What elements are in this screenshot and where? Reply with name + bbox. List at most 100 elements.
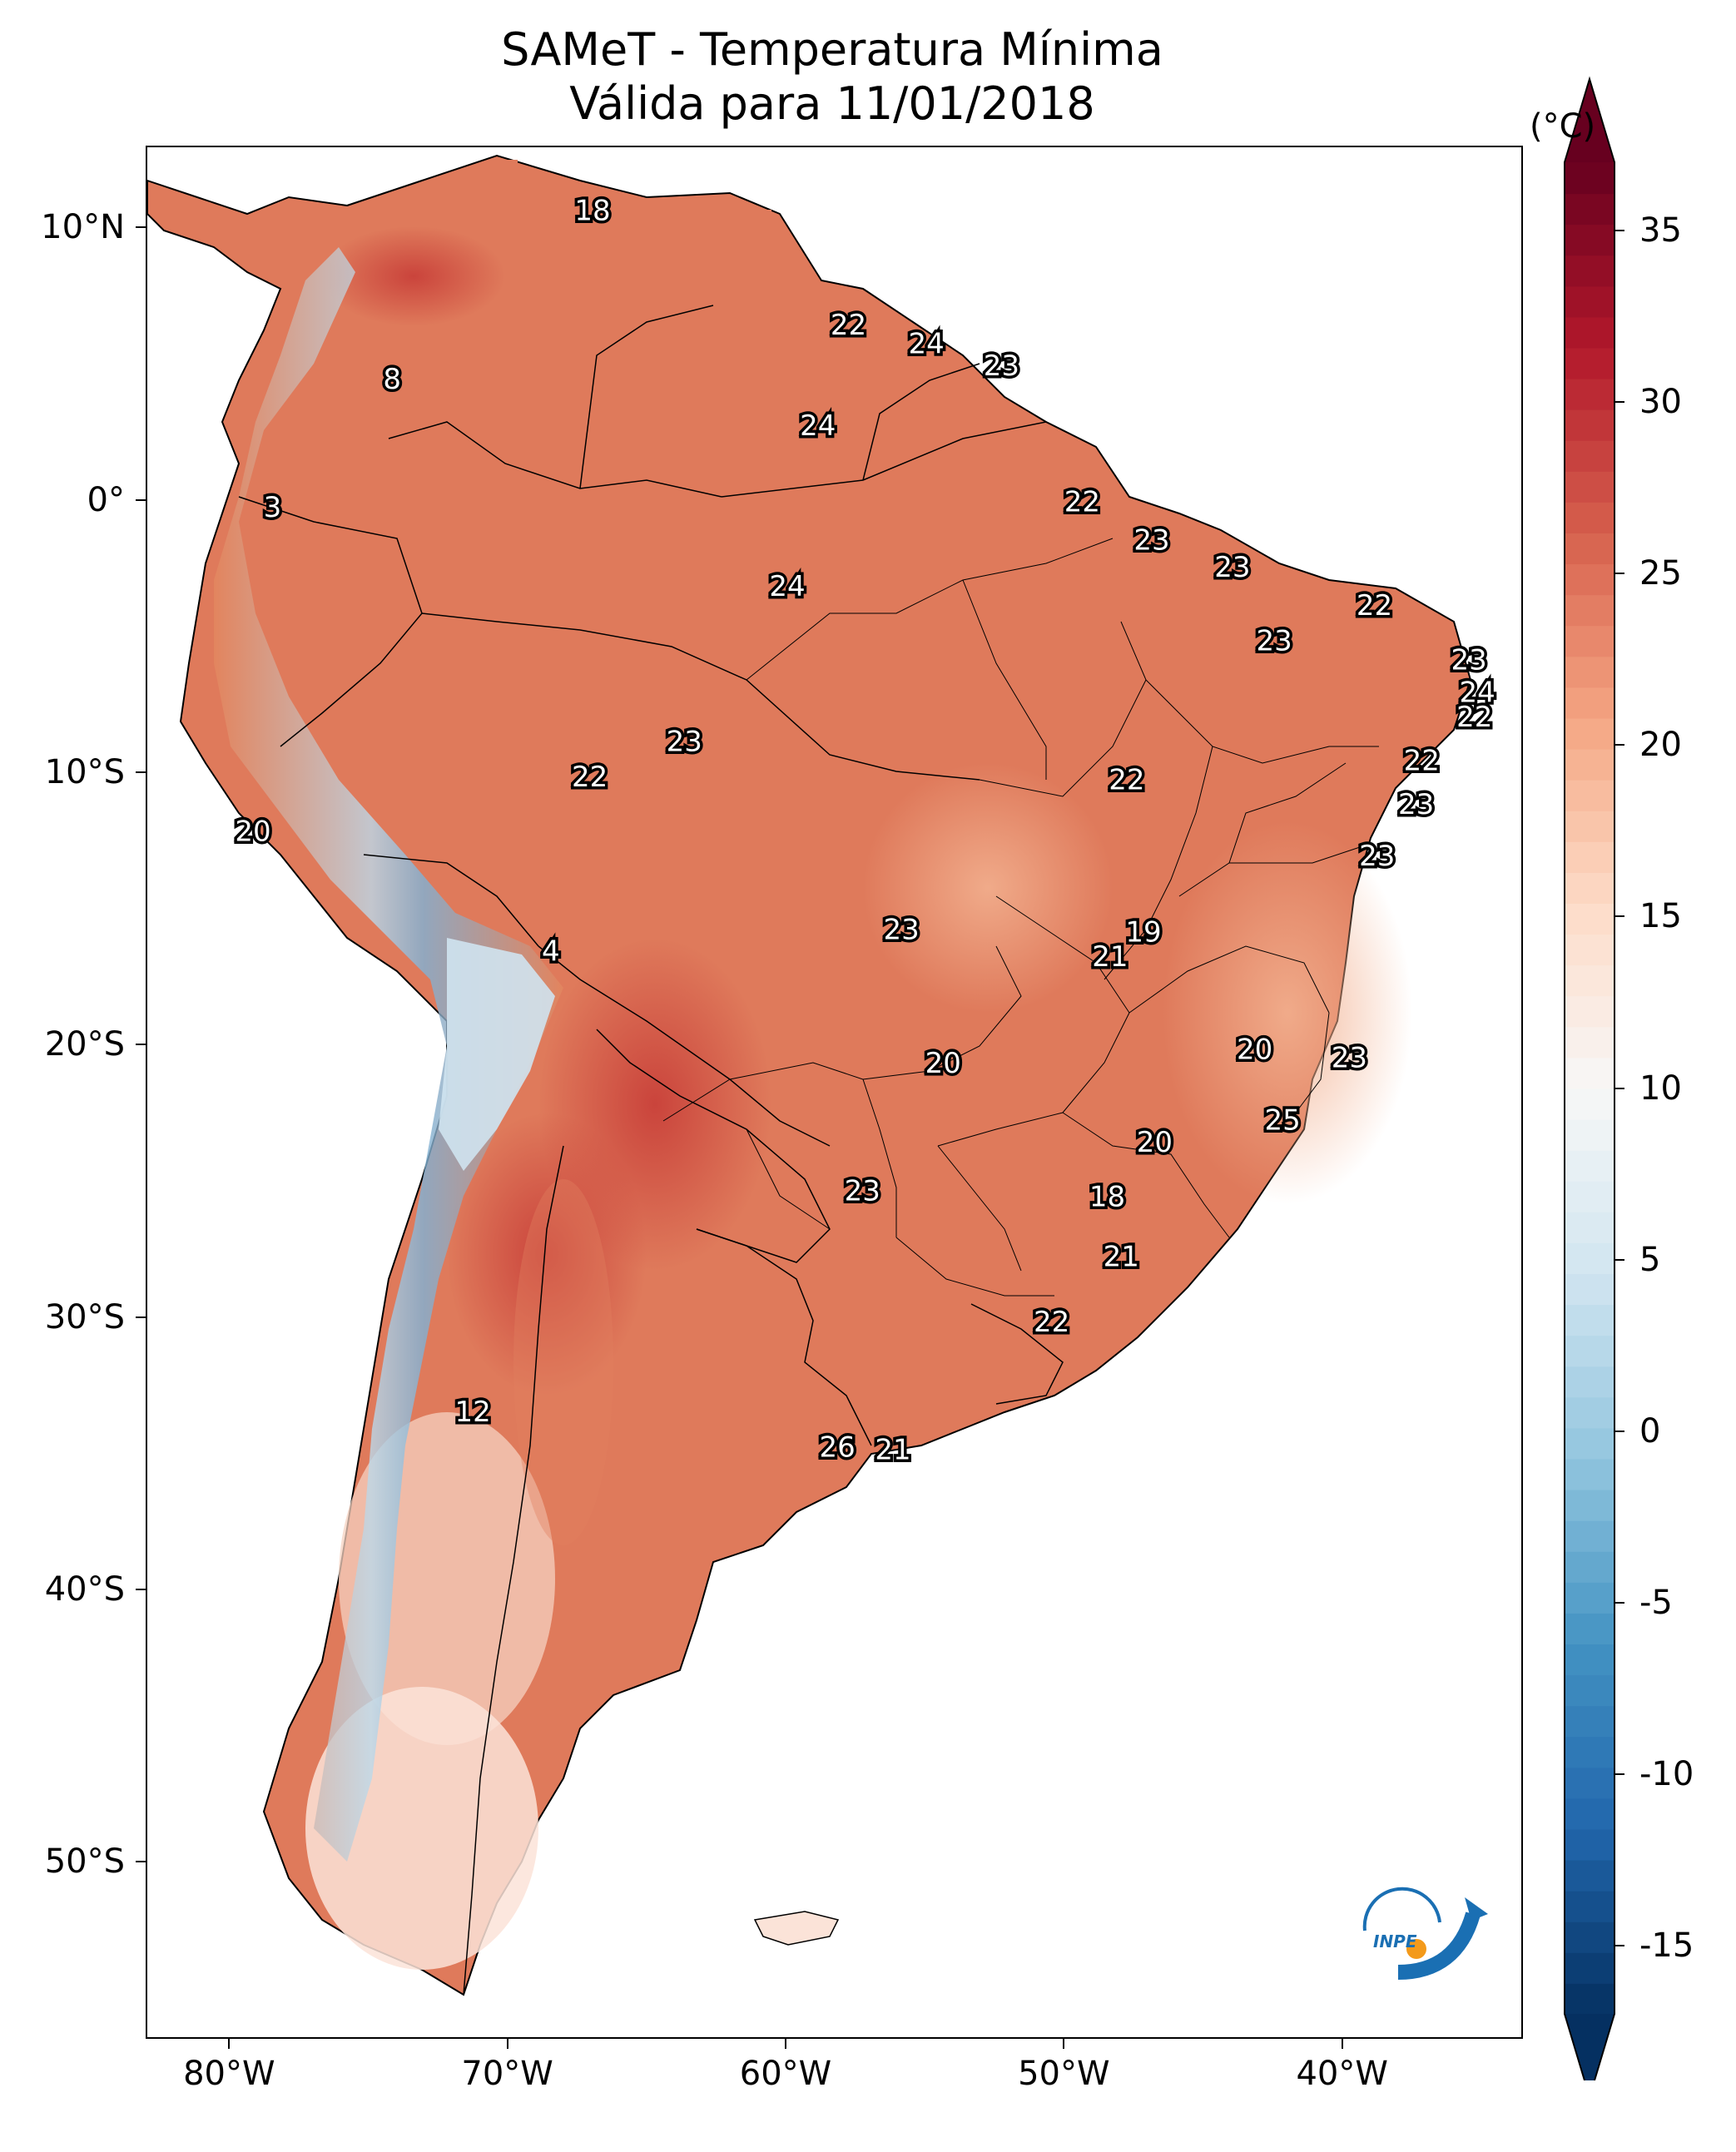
temperature-value-label: 20	[1137, 1126, 1173, 1159]
colorbar-segment	[1565, 1242, 1614, 1274]
colorbar-segment	[1565, 1026, 1614, 1059]
colorbar-tick-label: 5	[1639, 1240, 1661, 1279]
temperature-value-label: 22	[572, 761, 608, 794]
temperature-value-label: 24	[769, 570, 805, 603]
temperature-value-label: 22	[1456, 701, 1492, 734]
latitude-tick	[136, 226, 146, 229]
colorbar-segment	[1565, 1211, 1614, 1243]
temperature-value-label: 24	[800, 409, 836, 443]
colorbar-segment	[1565, 687, 1614, 719]
colorbar-tick-label: 10	[1639, 1069, 1682, 1108]
temperature-value-label: 20	[925, 1047, 961, 1080]
latitude-tick	[136, 1044, 146, 1046]
colorbar-segment	[1565, 964, 1614, 997]
altiplano-cold-area	[439, 938, 555, 1171]
colorbar-tick	[1614, 230, 1624, 232]
temperature-value-label: 22	[1109, 763, 1144, 796]
temperature-value-label: 23	[1451, 643, 1486, 677]
colorbar-segment	[1565, 1705, 1614, 1738]
colorbar-segment	[1565, 1180, 1614, 1212]
country-borders	[238, 305, 1064, 1996]
temperature-value-label: 8	[383, 363, 401, 396]
colorbar-segment	[1565, 1674, 1614, 1707]
colorbar-segments	[1565, 79, 1614, 2080]
temperature-value-label: 18	[1089, 1180, 1125, 1213]
temperature-value-label: 23	[883, 913, 919, 946]
caribbean-island	[746, 210, 771, 226]
temperature-value-label: 20	[235, 816, 270, 849]
latitude-tick-label: 50°S	[44, 1842, 125, 1882]
colorbar-segment	[1565, 255, 1614, 287]
colorbar-segment	[1565, 378, 1614, 410]
svg-text:INPE: INPE	[1373, 1931, 1417, 1951]
colorbar-segment	[1565, 1458, 1614, 1490]
colorbar-segment	[1565, 533, 1614, 565]
colorbar-segment	[1565, 1828, 1614, 1861]
temperature-value-label: 21	[1104, 1240, 1139, 1273]
map-title-line1: SAMeT - Temperatura Mínima	[501, 23, 1163, 76]
colorbar-segment	[1565, 1767, 1614, 1799]
colorbar-segment	[1565, 1057, 1614, 1089]
longitude-tick-label: 80°W	[183, 2055, 275, 2093]
map-area: 18 22 24 23 8 24 22 3 23 23 24 22 23 23 24 22 23 22 22 22 23…	[146, 146, 1523, 2039]
colorbar-segment	[1565, 1366, 1614, 1398]
colorbar-segment	[1565, 1304, 1614, 1336]
colorbar-segment	[1565, 934, 1614, 966]
colorbar-segment	[1565, 1520, 1614, 1552]
colorbar-min-extend-triangle	[1565, 2014, 1614, 2080]
colorbar-tick-label: -5	[1639, 1583, 1673, 1622]
latitude-tick	[136, 771, 146, 773]
state-borders	[662, 538, 1379, 1297]
colorbar-tick-label: -10	[1639, 1754, 1694, 1793]
temperature-value-label: 24	[909, 328, 945, 361]
longitude-tick	[506, 2039, 508, 2049]
temperature-value-label: 23	[1359, 840, 1395, 873]
colorbar-segment	[1565, 810, 1614, 842]
map-title-line2: Válida para 11/01/2018	[569, 77, 1095, 130]
temperature-value-label: 23	[1256, 624, 1292, 657]
colorbar-segment	[1565, 1118, 1614, 1151]
colorbar-segment	[1565, 1644, 1614, 1676]
colorbar-segment	[1565, 162, 1614, 195]
latitude-tick-label: 20°S	[44, 1025, 125, 1064]
colorbar-tick-label: 20	[1639, 726, 1682, 765]
colorbar-segment	[1565, 470, 1614, 503]
colorbar-segment	[1565, 594, 1614, 627]
colorbar-segment	[1565, 224, 1614, 256]
colorbar-segment	[1565, 903, 1614, 935]
longitude-tick-label: 70°W	[461, 2055, 553, 2093]
temperature-value-label: 21	[875, 1434, 910, 1467]
longitude-tick	[784, 2039, 786, 2049]
temperature-value-label: 23	[1332, 1041, 1367, 1074]
colorbar-segment	[1565, 656, 1614, 688]
latitude-tick-label: 30°S	[44, 1297, 125, 1336]
temperature-value-label: 23	[667, 726, 702, 759]
latitude-tick	[136, 1316, 146, 1318]
colorbar-segment	[1565, 1273, 1614, 1306]
longitude-tick	[1063, 2039, 1065, 2049]
latitude-tick	[136, 1861, 146, 1863]
temperature-value-label: 19	[1125, 916, 1161, 950]
colorbar-segment	[1565, 409, 1614, 441]
colorbar-segment	[1565, 1982, 1614, 2015]
latitude-tick-label: 0°	[87, 480, 125, 519]
colorbar-max-extend-triangle	[1565, 79, 1614, 162]
colorbar-tick	[1614, 1944, 1624, 1946]
temperature-value-label: 18	[574, 194, 610, 227]
colorbar-segment	[1565, 1088, 1614, 1120]
colorbar-segment	[1565, 1890, 1614, 1922]
temperature-value-label: 24	[1460, 677, 1495, 710]
temperature-value-label: 22	[1404, 745, 1440, 778]
longitude-tick	[1341, 2039, 1343, 2049]
colorbar-segment	[1565, 563, 1614, 596]
colorbar-tick-label: 30	[1639, 383, 1682, 422]
temperature-value-label: 22	[831, 309, 866, 342]
colorbar-segment	[1565, 625, 1614, 657]
colorbar-segment	[1565, 1581, 1614, 1614]
temperature-value-label: 22	[1034, 1306, 1069, 1339]
colorbar-segment	[1565, 501, 1614, 533]
colorbar-segment	[1565, 1149, 1614, 1182]
temperature-value-label: 23	[984, 350, 1019, 383]
colorbar-segment	[1565, 1335, 1614, 1367]
